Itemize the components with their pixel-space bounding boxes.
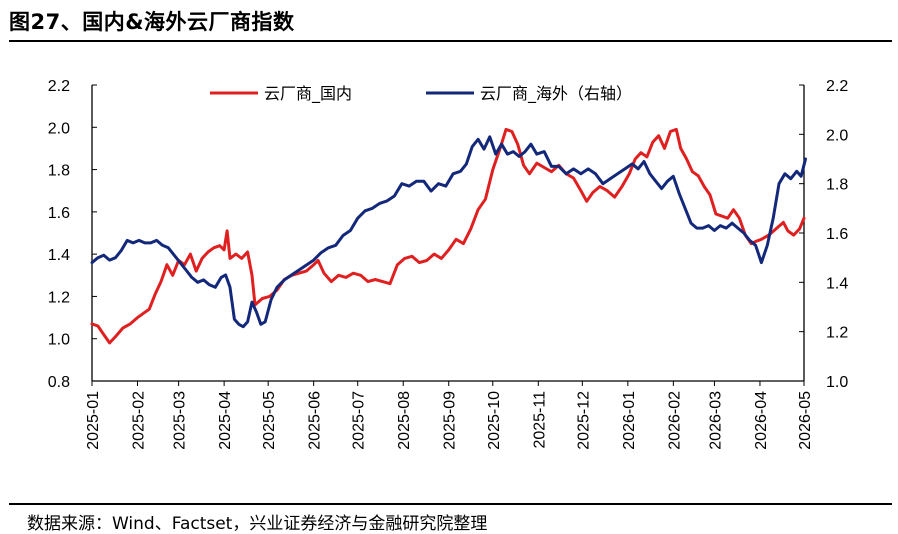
x-tick-label: 2025-02 — [131, 391, 148, 450]
left-y-tick-label: 2.2 — [48, 78, 70, 95]
x-tick-label: 2026-02 — [666, 391, 683, 450]
source-note: 数据来源：Wind、Factset，兴业证券经济与金融研究院整理 — [27, 514, 488, 534]
x-tick-label: 2025-03 — [172, 391, 189, 450]
x-tick-label: 2026-01 — [621, 391, 638, 450]
left-y-tick-label: 0.8 — [48, 374, 70, 391]
series-line-overseas — [90, 135, 807, 329]
x-tick-label: 2025-12 — [575, 391, 592, 450]
left-y-tick-label: 1.0 — [48, 332, 70, 349]
legend-label: 云厂商_国内 — [264, 84, 352, 104]
legend: 云厂商_国内 云厂商_海外（右轴） — [210, 84, 632, 104]
x-tick-label: 2025-07 — [351, 391, 368, 450]
x-tick-label: 2025-09 — [442, 391, 459, 450]
right-y-tick-label: 1.6 — [826, 226, 848, 243]
right-y-tick-label: 2.0 — [826, 127, 848, 144]
legend-label: 云厂商_海外（右轴） — [480, 84, 632, 104]
right-y-tick-label: 1.0 — [826, 374, 848, 391]
x-tick-label: 2025-04 — [217, 391, 234, 450]
left-y-tick-label: 1.6 — [48, 205, 70, 222]
right-y-tick-label: 1.8 — [826, 177, 848, 194]
right-y-tick-label: 2.2 — [826, 78, 848, 95]
series-layer — [90, 127, 807, 345]
title-rule — [9, 40, 892, 42]
series-line-domestic — [90, 127, 806, 345]
x-tick-label: 2025-10 — [486, 391, 503, 450]
right-y-tick-label: 1.4 — [826, 275, 848, 292]
left-y-tick-label: 1.4 — [48, 247, 70, 264]
x-tick-label: 2026-04 — [753, 391, 770, 450]
x-tick-label: 2025-01 — [85, 391, 102, 450]
x-tick-label: 2025-08 — [396, 391, 413, 450]
left-y-tick-label: 1.8 — [48, 163, 70, 180]
x-tick-label: 2026-05 — [797, 391, 814, 450]
x-tick-label: 2026-03 — [707, 391, 724, 450]
right-y-tick-label: 1.2 — [826, 325, 848, 342]
x-tick-label: 2025-11 — [531, 391, 548, 449]
figure-title: 图27、国内&海外云厂商指数 — [9, 10, 295, 34]
chart-axes: 0.8 1.0 1.2 1.4 1.6 1.8 2.0 2.2 1.0 1.2 1.4 1.6 1.8 2… — [48, 78, 849, 450]
left-y-tick-label: 2.0 — [48, 120, 70, 137]
left-y-tick-label: 1.2 — [48, 289, 70, 306]
source-rule — [9, 503, 892, 505]
x-tick-label: 2025-05 — [261, 391, 278, 450]
x-tick-label: 2025-06 — [307, 391, 324, 450]
